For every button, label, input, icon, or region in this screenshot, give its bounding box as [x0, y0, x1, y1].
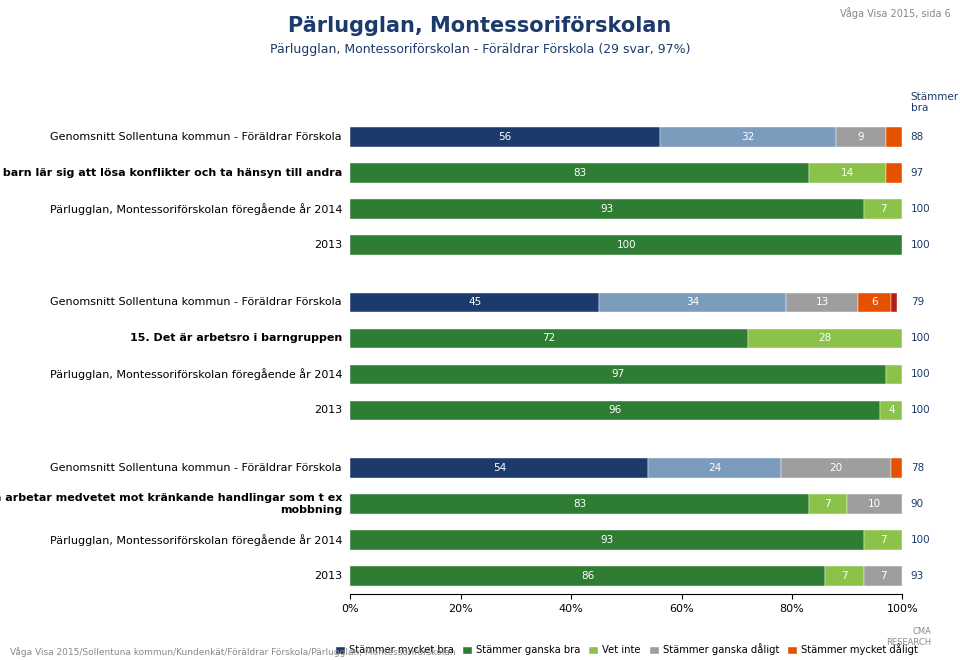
Bar — [864, 199, 902, 218]
Bar — [858, 292, 891, 312]
Text: 78: 78 — [911, 463, 924, 473]
Text: Pärlugglan, Montessoriförskolan föregående år 2014: Pärlugglan, Montessoriförskolan föregåen… — [50, 203, 342, 214]
Bar — [350, 199, 864, 218]
Bar — [350, 329, 748, 348]
Bar — [350, 494, 808, 514]
Text: 14. Mitt barn lär sig att lösa konflikter och ta hänsyn till andra: 14. Mitt barn lär sig att lösa konflikte… — [0, 168, 342, 178]
Text: 13: 13 — [816, 298, 829, 308]
Text: 2013: 2013 — [314, 571, 342, 581]
Text: 15. Det är arbetsro i barngruppen: 15. Det är arbetsro i barngruppen — [130, 333, 342, 343]
Text: 2013: 2013 — [314, 240, 342, 249]
Bar — [781, 458, 891, 478]
Text: 83: 83 — [573, 168, 587, 178]
Text: 90: 90 — [911, 499, 924, 509]
Text: Genomsnitt Sollentuna kommun - Föräldrar Förskola: Genomsnitt Sollentuna kommun - Föräldrar… — [51, 132, 342, 142]
Text: 24: 24 — [708, 463, 721, 473]
Text: 100: 100 — [616, 240, 636, 249]
Text: 7: 7 — [879, 571, 886, 581]
Text: 97: 97 — [911, 168, 924, 178]
Text: 88: 88 — [911, 132, 924, 142]
Text: Genomsnitt Sollentuna kommun - Föräldrar Förskola: Genomsnitt Sollentuna kommun - Föräldrar… — [51, 298, 342, 308]
Text: 4: 4 — [888, 405, 895, 415]
Bar — [350, 458, 649, 478]
Text: 20: 20 — [829, 463, 843, 473]
Bar — [808, 494, 847, 514]
Bar — [826, 566, 864, 586]
Bar — [350, 566, 826, 586]
Text: 14: 14 — [841, 168, 853, 178]
Bar — [880, 401, 902, 420]
Text: 54: 54 — [492, 463, 506, 473]
Text: 96: 96 — [609, 405, 622, 415]
Text: 93: 93 — [600, 535, 613, 545]
Legend: Stämmer mycket bra, Stämmer ganska bra, Vet inte, Stämmer ganska dåligt, Stämmer: Stämmer mycket bra, Stämmer ganska bra, … — [331, 640, 922, 659]
Text: 45: 45 — [468, 298, 481, 308]
Bar — [864, 566, 902, 586]
Bar — [886, 163, 902, 183]
Text: Våga Visa 2015/Sollentuna kommun/Kundenkät/Föräldrar Förskola/Pärlugglan, Montes: Våga Visa 2015/Sollentuna kommun/Kundenk… — [10, 647, 455, 657]
Text: 100: 100 — [911, 535, 930, 545]
Bar — [748, 329, 902, 348]
Text: 93: 93 — [911, 571, 924, 581]
Bar — [350, 292, 599, 312]
Text: 86: 86 — [581, 571, 594, 581]
Text: 93: 93 — [600, 204, 613, 214]
Bar — [649, 458, 781, 478]
Bar — [660, 127, 836, 147]
Text: 7: 7 — [879, 535, 886, 545]
Text: 7: 7 — [841, 571, 848, 581]
Text: Pärlugglan, Montessoriförskolan: Pärlugglan, Montessoriförskolan — [288, 16, 672, 36]
Text: 100: 100 — [911, 405, 930, 415]
Bar — [891, 458, 902, 478]
Text: Stämmer
bra: Stämmer bra — [911, 92, 959, 114]
Bar — [350, 401, 880, 420]
Bar — [350, 163, 808, 183]
Text: Våga Visa 2015, sida 6: Våga Visa 2015, sida 6 — [840, 7, 950, 18]
Text: 100: 100 — [911, 204, 930, 214]
Bar — [836, 127, 886, 147]
Text: 79: 79 — [911, 298, 924, 308]
Text: CMA
RESEARCH: CMA RESEARCH — [886, 628, 931, 647]
Bar — [350, 235, 902, 255]
Bar — [886, 364, 902, 384]
Text: Genomsnitt Sollentuna kommun - Föräldrar Förskola: Genomsnitt Sollentuna kommun - Föräldrar… — [51, 463, 342, 473]
Text: 16. Förskolan arbetar medvetet mot kränkande handlingar som t ex
mobbning: 16. Förskolan arbetar medvetet mot kränk… — [0, 493, 342, 515]
Text: 10: 10 — [868, 499, 881, 509]
Text: 28: 28 — [819, 333, 831, 343]
Bar — [350, 530, 864, 550]
Text: 72: 72 — [542, 333, 556, 343]
Bar — [886, 127, 902, 147]
Text: 100: 100 — [911, 333, 930, 343]
Text: Pärlugglan, Montessoriförskolan föregående år 2014: Pärlugglan, Montessoriförskolan föregåen… — [50, 534, 342, 546]
Text: 97: 97 — [612, 370, 625, 379]
Text: 9: 9 — [857, 132, 864, 142]
Bar — [786, 292, 858, 312]
Bar — [808, 163, 886, 183]
Text: 34: 34 — [686, 298, 699, 308]
Bar — [864, 530, 902, 550]
Text: 6: 6 — [872, 298, 878, 308]
Text: 100: 100 — [911, 370, 930, 379]
Text: Pärlugglan, Montessoriförskolan föregående år 2014: Pärlugglan, Montessoriförskolan föregåen… — [50, 368, 342, 380]
Text: 32: 32 — [741, 132, 755, 142]
Text: 7: 7 — [825, 499, 831, 509]
Bar — [350, 127, 660, 147]
Bar — [891, 292, 897, 312]
Text: 100: 100 — [911, 240, 930, 249]
Text: 2013: 2013 — [314, 405, 342, 415]
Bar — [599, 292, 786, 312]
Text: 83: 83 — [573, 499, 587, 509]
Bar — [350, 364, 886, 384]
Bar — [848, 494, 902, 514]
Text: 56: 56 — [498, 132, 512, 142]
Text: 7: 7 — [879, 204, 886, 214]
Text: Pärlugglan, Montessoriförskolan - Föräldrar Förskola (29 svar, 97%): Pärlugglan, Montessoriförskolan - Föräld… — [270, 43, 690, 56]
